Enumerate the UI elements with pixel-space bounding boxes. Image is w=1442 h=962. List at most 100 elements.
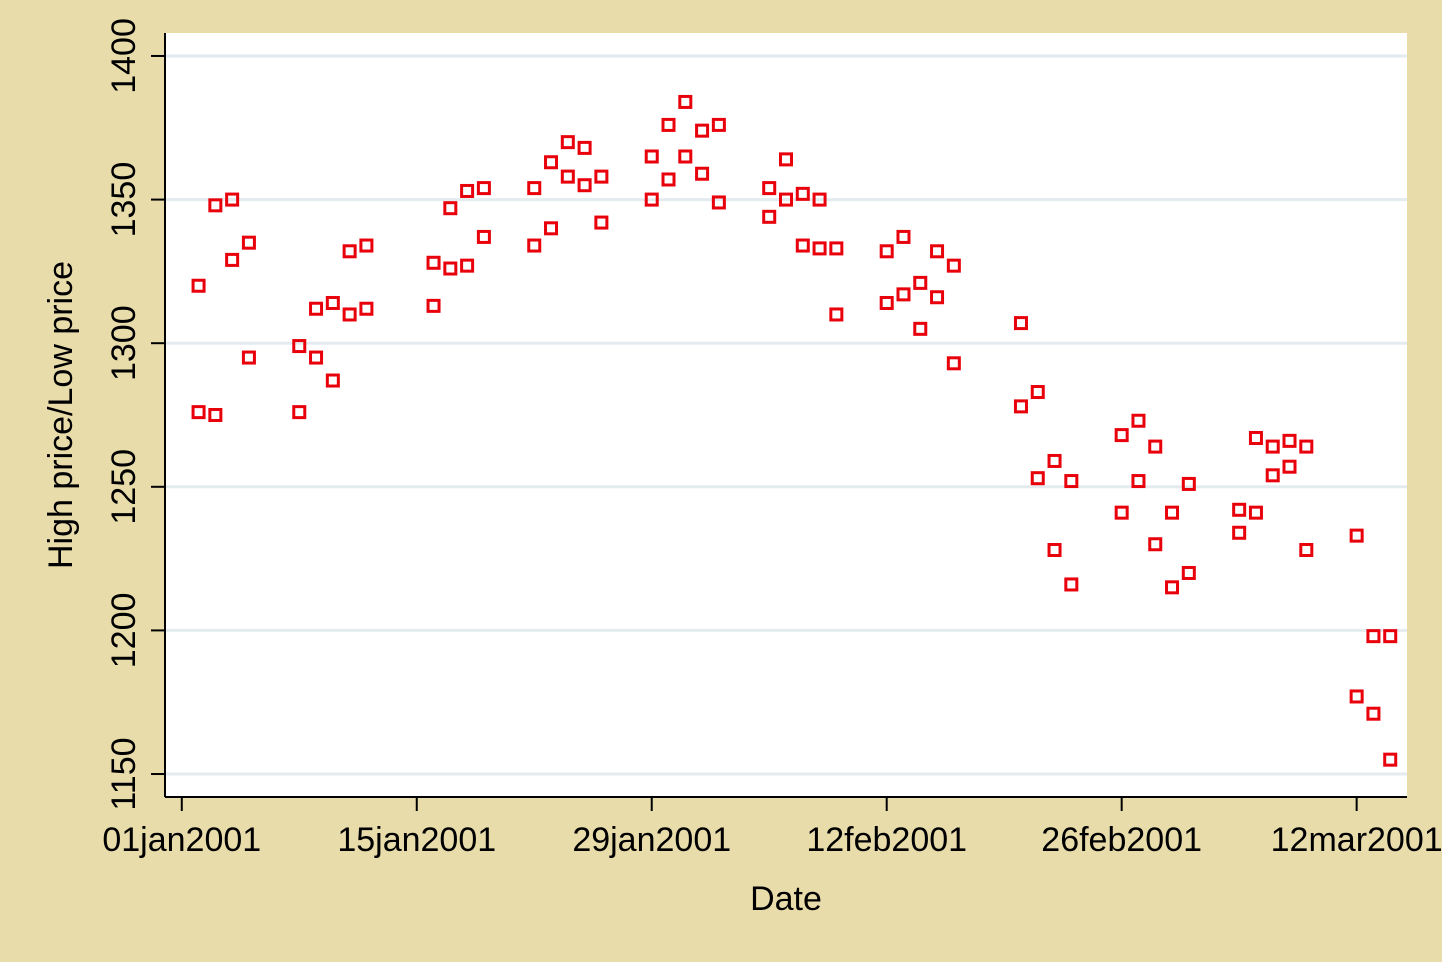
marker [1349, 689, 1364, 704]
marker [829, 307, 844, 322]
marker [1383, 629, 1398, 644]
marker [560, 135, 575, 150]
marker [1047, 453, 1062, 468]
marker [309, 350, 324, 365]
x-tick-label: 15jan2001 [337, 821, 496, 859]
marker [644, 149, 659, 164]
marker [678, 94, 693, 109]
y-tick-label: 1250 [105, 449, 143, 525]
marker [1349, 528, 1364, 543]
y-tick-label: 1350 [105, 162, 143, 238]
y-tick-label: 1200 [105, 593, 143, 669]
marker [879, 295, 894, 310]
marker [678, 149, 693, 164]
marker [460, 258, 475, 273]
y-tick-label: 1300 [105, 305, 143, 381]
marker [1114, 428, 1129, 443]
marker [1013, 316, 1028, 331]
marker [661, 117, 676, 132]
marker [1064, 577, 1079, 592]
marker [1131, 474, 1146, 489]
marker [1030, 471, 1045, 486]
x-tick-label: 12feb2001 [806, 821, 967, 859]
marker [1248, 430, 1263, 445]
marker [443, 201, 458, 216]
x-tick-label: 26feb2001 [1041, 821, 1202, 859]
x-axis-title: Date [750, 880, 822, 918]
marker [577, 178, 592, 193]
x-tick-label: 12mar2001 [1271, 821, 1442, 859]
marker [695, 166, 710, 181]
marker [1265, 439, 1280, 454]
marker [1383, 752, 1398, 767]
marker [359, 301, 374, 316]
marker [795, 238, 810, 253]
marker [325, 295, 340, 310]
marker [1114, 505, 1129, 520]
marker [577, 140, 592, 155]
marker [779, 192, 793, 207]
marker [309, 301, 324, 316]
marker [1148, 537, 1163, 552]
marker [1248, 505, 1263, 520]
marker [1299, 542, 1314, 557]
y-tick-label: 1400 [105, 18, 143, 94]
marker [1232, 502, 1247, 517]
marker [1030, 385, 1045, 400]
marker [1131, 413, 1146, 428]
marker [1366, 629, 1381, 644]
x-tick-label: 01jan2001 [102, 821, 261, 859]
marker [292, 405, 307, 420]
marker [644, 192, 659, 207]
marker [1282, 433, 1297, 448]
marker [913, 275, 928, 290]
marker [208, 408, 223, 422]
marker [476, 181, 491, 196]
marker [1013, 399, 1028, 414]
marker [527, 181, 542, 196]
marker [544, 155, 559, 170]
marker [946, 258, 961, 273]
marker [1232, 525, 1247, 540]
marker [460, 183, 475, 198]
marker [1165, 505, 1180, 520]
y-axis-title: High price/Low price [42, 261, 80, 569]
marker [896, 287, 911, 302]
marker [359, 238, 374, 253]
marker [208, 198, 223, 213]
marker [594, 169, 609, 184]
marker [426, 298, 441, 313]
marker [1148, 439, 1163, 454]
marker [1265, 468, 1280, 483]
marker [930, 290, 945, 305]
marker [1064, 474, 1079, 489]
marker [594, 215, 609, 230]
marker [1181, 476, 1196, 491]
marker [812, 192, 827, 207]
marker [544, 221, 559, 236]
marker [1282, 459, 1297, 474]
marker [930, 244, 945, 259]
marker [946, 356, 961, 371]
marker [762, 209, 777, 224]
marker [896, 229, 911, 244]
marker [711, 117, 726, 132]
marker [225, 252, 240, 267]
marker [191, 278, 206, 293]
marker [695, 123, 710, 138]
marker [879, 244, 894, 259]
marker [1299, 439, 1314, 454]
marker [829, 241, 844, 256]
marker [795, 186, 810, 201]
marker [527, 238, 542, 253]
marker [711, 195, 726, 210]
marker [1181, 565, 1196, 580]
marker [913, 321, 928, 336]
plot-area [165, 33, 1407, 797]
marker [241, 350, 256, 365]
marker [241, 235, 256, 250]
marker [342, 307, 357, 322]
marker [1165, 580, 1180, 595]
y-tick-label: 1150 [105, 737, 143, 810]
